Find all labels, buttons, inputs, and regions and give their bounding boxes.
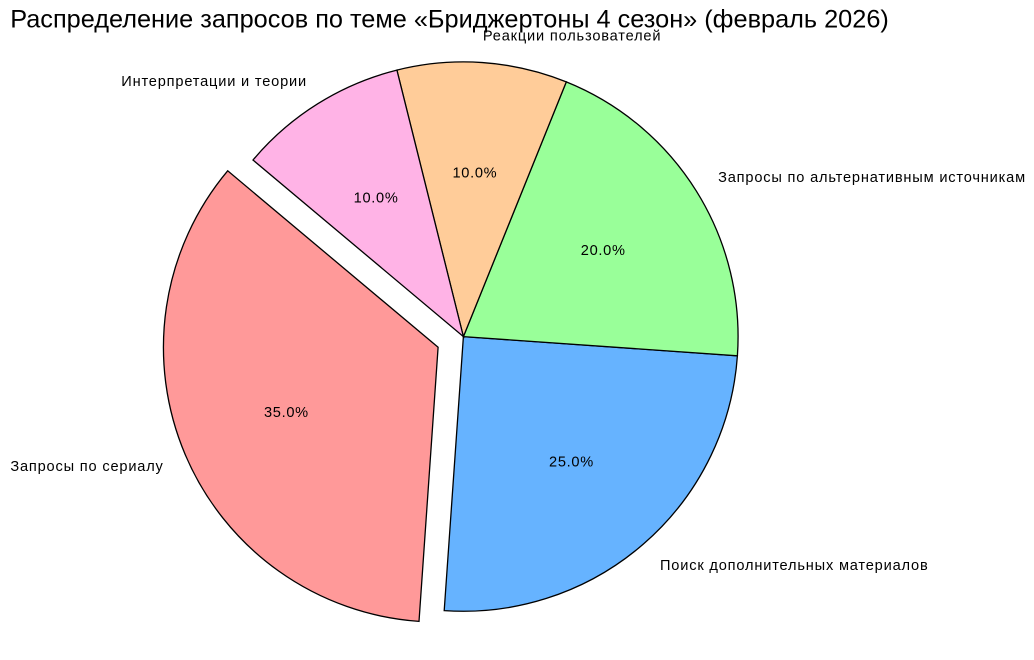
svg-text:10.0%: 10.0% (452, 166, 497, 182)
svg-text:Интерпретации и теории: Интерпретации и теории (121, 74, 307, 90)
svg-text:20.0%: 20.0% (581, 243, 626, 259)
svg-text:Поиск дополнительных материало: Поиск дополнительных материалов (660, 558, 929, 574)
svg-text:10.0%: 10.0% (354, 190, 399, 206)
svg-text:Запросы по сериалу: Запросы по сериалу (10, 459, 163, 475)
svg-text:Распределение запросов по теме: Распределение запросов по теме «Бриджерт… (10, 5, 889, 33)
svg-text:35.0%: 35.0% (264, 405, 309, 421)
svg-text:25.0%: 25.0% (549, 455, 594, 471)
svg-text:Реакции пользователей: Реакции пользователей (483, 29, 661, 45)
svg-text:Запросы по альтернативным исто: Запросы по альтернативным источникам (718, 170, 1026, 186)
